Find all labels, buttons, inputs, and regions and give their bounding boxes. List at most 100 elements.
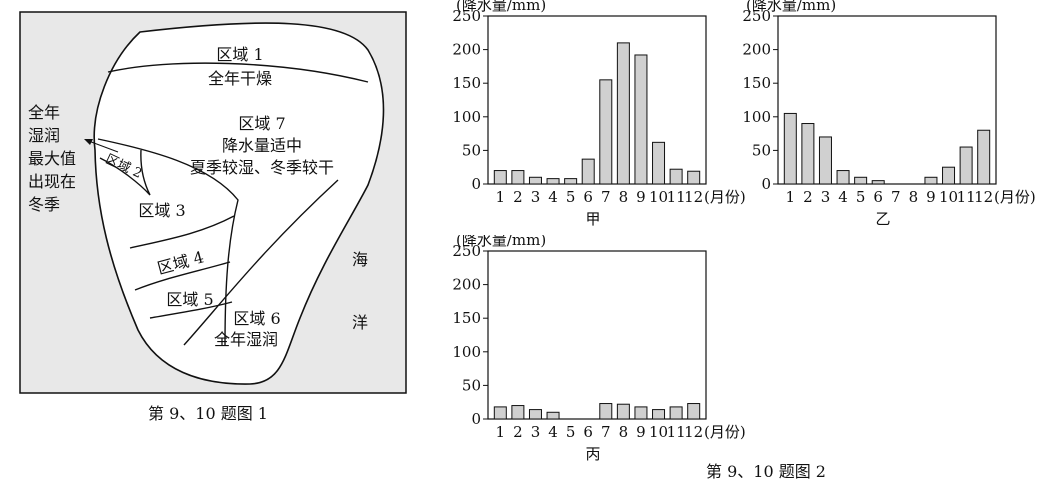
bar-month-4: [836, 170, 850, 185]
x-tick-label: 11: [667, 188, 686, 206]
boundary-4-5: [134, 261, 231, 291]
y-axis-label: (降水量/mm): [456, 235, 546, 249]
side-note-line-4: 出现在: [28, 172, 76, 191]
y-tick-label: 100: [452, 108, 481, 126]
region-5-name: 区域 5: [166, 290, 213, 309]
x-tick-label: 2: [513, 188, 523, 206]
bar-month-9: [634, 406, 648, 420]
region-1-name: 区域 1: [216, 45, 263, 64]
x-tick-label: 10: [649, 188, 668, 206]
y-tick-label: 0: [471, 410, 481, 428]
plot-frame: [777, 15, 997, 185]
x-tick-label: 4: [838, 188, 848, 206]
ocean-char-2: 洋: [352, 313, 368, 332]
x-tick-label: 7: [601, 423, 611, 441]
bar-month-11: [669, 168, 683, 185]
x-tick-label: 5: [566, 423, 576, 441]
y-tick-label: 150: [452, 74, 481, 92]
region-6-name: 区域 6: [233, 309, 280, 328]
x-tick-label: 2: [803, 188, 813, 206]
bar-month-2: [801, 123, 815, 185]
x-tick-label: 7: [891, 188, 901, 206]
bar-month-11: [959, 146, 973, 185]
boundary-6-east: [183, 179, 339, 346]
x-tick-label: 10: [939, 188, 958, 206]
y-tick-label: 0: [761, 175, 771, 193]
x-tick-label: 11: [667, 423, 686, 441]
y-tick-label: 50: [752, 141, 771, 159]
bar-month-11: [669, 406, 683, 420]
x-tick-label: 2: [513, 423, 523, 441]
boundary-7-2: [97, 138, 239, 346]
x-tick-label: 7: [601, 188, 611, 206]
chart-title: 乙: [875, 210, 890, 228]
bar-month-8: [616, 42, 630, 185]
x-tick-label: 11: [957, 188, 976, 206]
side-note-line-3: 最大值: [28, 149, 76, 168]
x-tick-label: 8: [619, 188, 629, 206]
bar-month-3: [528, 176, 542, 185]
x-tick-label: 3: [821, 188, 831, 206]
bar-month-9: [924, 176, 938, 185]
x-axis-label: (月份): [704, 188, 746, 206]
bar-month-10: [652, 409, 666, 420]
bar-month-7: [599, 403, 613, 420]
bar-month-4: [546, 178, 560, 185]
y-tick-label: 200: [742, 41, 771, 59]
bar-month-3: [818, 136, 832, 185]
figure-2-caption: 第 9、10 题图 2: [706, 462, 826, 481]
x-tick-label: 9: [926, 188, 936, 206]
x-tick-label: 3: [531, 188, 541, 206]
x-tick-label: 8: [619, 423, 629, 441]
chart-title: 丙: [585, 445, 600, 463]
region-7-desc-1: 降水量适中: [222, 136, 302, 155]
arrow-head: [84, 139, 93, 145]
bar-month-3: [528, 409, 542, 420]
region-7-name: 区域 7: [238, 114, 285, 133]
x-tick-label: 12: [684, 188, 703, 206]
y-tick-label: 0: [471, 175, 481, 193]
side-note-line-5: 冬季: [28, 195, 60, 214]
plot-frame: [487, 250, 707, 420]
bar-month-1: [493, 170, 507, 185]
bar-month-6: [871, 180, 885, 185]
y-tick-label: 250: [452, 242, 481, 260]
plot-frame: [487, 15, 707, 185]
bar-month-5: [564, 178, 578, 185]
region-7-desc-2: 夏季较湿、冬季较干: [190, 158, 334, 177]
x-tick-label: 10: [649, 423, 668, 441]
bar-month-7: [599, 79, 613, 185]
y-tick-label: 150: [742, 74, 771, 92]
x-axis-label: (月份): [704, 423, 746, 441]
x-tick-label: 5: [856, 188, 866, 206]
climate-region-map: 区域 1 全年干燥 区域 7 降水量适中 夏季较湿、冬季较干 区域 2 区域 3…: [19, 11, 407, 394]
y-axis-label: (降水量/mm): [456, 0, 546, 14]
region-6-desc: 全年湿润: [214, 330, 278, 349]
boundary-2-3: [99, 149, 151, 196]
x-axis-label: (月份): [994, 188, 1036, 206]
y-tick-label: 200: [452, 41, 481, 59]
x-tick-label: 8: [909, 188, 919, 206]
y-tick-label: 50: [462, 141, 481, 159]
y-axis-label: (降水量/mm): [746, 0, 836, 14]
continent-outline: [93, 22, 385, 385]
x-tick-label: 12: [684, 423, 703, 441]
bar-month-12: [687, 403, 701, 420]
bar-month-1: [493, 406, 507, 420]
x-tick-label: 1: [786, 188, 796, 206]
y-tick-label: 150: [452, 309, 481, 327]
bar-month-6: [581, 158, 595, 185]
x-tick-label: 4: [548, 423, 558, 441]
bar-month-2: [511, 170, 525, 185]
region-3-name: 区域 3: [138, 201, 185, 220]
bar-month-12: [977, 129, 991, 185]
x-tick-label: 6: [583, 423, 593, 441]
x-tick-label: 4: [548, 188, 558, 206]
bar-month-4: [546, 411, 560, 420]
boundary-3-4: [129, 215, 235, 249]
y-tick-label: 100: [452, 343, 481, 361]
bar-month-10: [942, 166, 956, 185]
x-tick-label: 5: [566, 188, 576, 206]
bar-month-2: [511, 405, 525, 420]
